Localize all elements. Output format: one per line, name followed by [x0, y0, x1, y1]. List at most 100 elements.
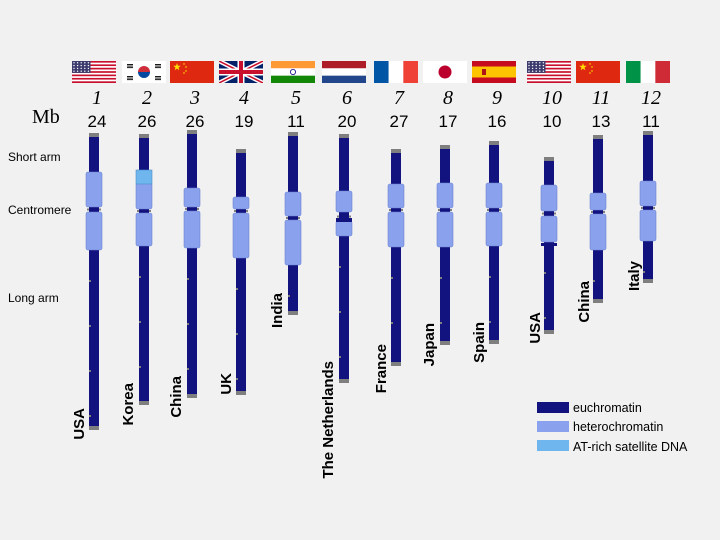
arm-tick — [339, 266, 341, 268]
mb-label: Mb — [32, 106, 60, 128]
chromosomes — [85, 130, 657, 430]
arm-tick — [643, 271, 645, 273]
legend: euchromatin heterochromatin AT-rich sate… — [537, 401, 688, 454]
arm-tick — [236, 378, 238, 380]
heterochromatin-block — [589, 192, 607, 211]
country-label-10: USA — [527, 312, 544, 344]
centromere-mark — [246, 210, 248, 212]
heterochromatin-block — [436, 211, 454, 248]
centromere-mark — [603, 211, 605, 213]
heterochromatin-block — [540, 184, 558, 212]
flag-4-uk-flag-icon — [219, 61, 263, 83]
euchromatin-segment — [391, 149, 401, 366]
country-label-7: France — [373, 344, 390, 393]
chromosome-number-12: 12 — [641, 87, 661, 109]
arm-tick — [139, 321, 141, 323]
flag-12-italy-flag-icon — [626, 61, 670, 83]
heterochromatin-block — [639, 180, 657, 207]
country-label-9: Spain — [471, 322, 488, 363]
chromosome-7 — [387, 149, 405, 366]
centromere-mark — [389, 209, 391, 211]
chromosome-number-3: 3 — [189, 87, 200, 109]
arm-tick — [89, 325, 91, 327]
euchromatin-segment — [139, 134, 149, 405]
flag-2-korea-flag-icon — [122, 61, 166, 83]
centromere-mark — [591, 211, 593, 213]
chromosome-number-5: 5 — [291, 87, 301, 109]
chromosome-size-9: 16 — [488, 112, 507, 131]
centromere-mark — [149, 210, 151, 212]
chromosome-6 — [335, 134, 353, 383]
chromosome-top-cap — [187, 130, 197, 134]
centromere-mark — [349, 215, 351, 218]
heterochromatin-block — [485, 211, 503, 247]
heterochromatin-block — [135, 182, 153, 210]
centromere-mark — [185, 208, 187, 210]
arm-tick — [391, 322, 393, 324]
heterochromatin-block — [589, 213, 607, 251]
arm-tick — [236, 288, 238, 290]
chromosome-1 — [85, 133, 103, 430]
arm-tick — [187, 278, 189, 280]
heterochromatin-block — [232, 212, 250, 259]
country-label-6: The Netherlands — [320, 361, 337, 479]
arm-tick — [489, 276, 491, 278]
centromere-mark — [197, 208, 199, 210]
arm-tick — [544, 317, 546, 319]
chromosome-top-cap — [89, 133, 99, 137]
arm-tick — [89, 415, 91, 417]
heterochromatin-block — [85, 171, 103, 208]
chromosome-bottom-cap — [643, 279, 653, 283]
arm-tick — [440, 322, 442, 324]
chromosome-size-4: 19 — [235, 112, 254, 131]
country-label-12: Italy — [626, 260, 643, 291]
flag-11-china-flag-icon — [576, 61, 620, 83]
chromosome-top-cap — [339, 134, 349, 138]
chromosome-size-7: 27 — [390, 112, 409, 131]
euchromatin-segment — [236, 149, 246, 395]
flag-6-netherlands-flag-icon — [322, 61, 366, 83]
arm-tick — [440, 277, 442, 279]
centromere-mark — [401, 209, 403, 211]
chromosome-number-9: 9 — [492, 87, 502, 109]
centromere-mark — [450, 209, 452, 211]
heterochromatin-block — [183, 210, 201, 249]
chromosome-size-3: 26 — [186, 112, 205, 131]
chromosome-bottom-cap — [139, 401, 149, 405]
chromosome-size-1: 24 — [88, 112, 107, 131]
chromosome-number-7: 7 — [394, 87, 405, 109]
chromosome-11 — [589, 135, 607, 303]
chromosome-8 — [436, 145, 454, 345]
centromere-mark — [554, 212, 556, 215]
centromere-mark — [99, 208, 101, 211]
chromosome-number-2: 2 — [142, 87, 152, 109]
chromosome-bottom-cap — [440, 341, 450, 345]
legend-swatch-heterochromatin — [537, 421, 569, 432]
arm-tick — [593, 280, 595, 282]
centromere-mark — [87, 208, 89, 211]
heterochromatin-block — [387, 183, 405, 209]
country-label-8: Japan — [421, 323, 438, 366]
heterochromatin-block — [85, 211, 103, 251]
row-label-centromere: Centromere — [8, 203, 72, 217]
heterochromatin-block — [232, 196, 250, 210]
labels: 1 24 USA 2 26 Korea 3 26 China 4 19 UK 5 11 India 6 20 Th… — [71, 87, 661, 479]
heterochromatin-block — [485, 182, 503, 209]
chromosome-top-cap — [440, 145, 450, 149]
arm-tick — [236, 333, 238, 335]
arm-tick — [391, 277, 393, 279]
arm-tick — [489, 321, 491, 323]
chromosome-top-cap — [236, 149, 246, 153]
centromere-mark — [286, 217, 288, 219]
legend-swatch-euchromatin — [537, 402, 569, 413]
row-label-long-arm: Long arm — [8, 291, 59, 305]
chromosome-top-cap — [489, 141, 499, 145]
euchromatin-segment — [187, 130, 197, 398]
chromosome-12 — [639, 131, 657, 283]
flag-5-india-flag-icon — [271, 61, 315, 83]
country-label-5: India — [269, 292, 286, 328]
country-label-2: Korea — [120, 382, 137, 425]
chromosome-top-cap — [544, 157, 554, 161]
euchromatin-band — [541, 243, 557, 246]
